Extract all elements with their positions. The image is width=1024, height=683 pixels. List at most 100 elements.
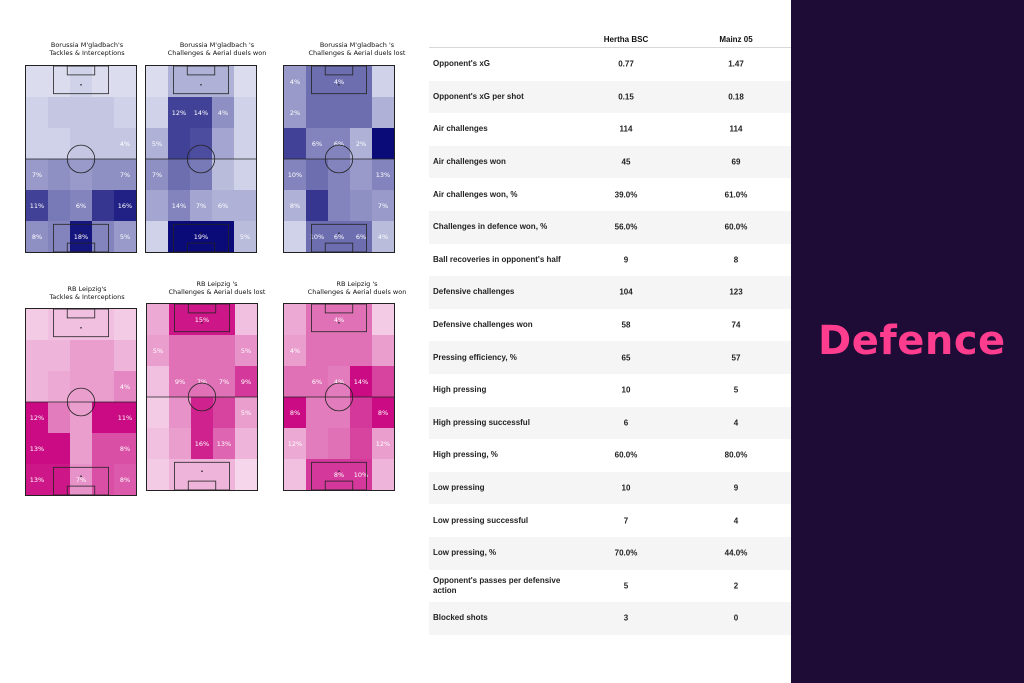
heatmap-cell: [92, 221, 114, 252]
heatmap-cell: [146, 190, 168, 221]
heatmap-cell: [48, 402, 70, 433]
table-row: Air challenges won, % 39.0% 61.0%: [429, 178, 791, 211]
heatmap-cell: 6%: [328, 221, 350, 252]
pitch-heatmap: 15% 5% 5% 9% 7% 7% 9% 5% 16% 13%: [146, 303, 258, 491]
heatmap-cell: [372, 128, 394, 159]
heatmap-cell: [234, 159, 256, 190]
mainz-value: 57: [731, 353, 741, 363]
table-row: Low pressing successful 7 4: [429, 504, 791, 537]
table-row: Defensive challenges won 58 74: [429, 309, 791, 342]
pitch-heatmap: 4% 7% 7% 11% 6% 16% 8% 18% 5%: [25, 65, 137, 253]
heatmap-cell: 10%: [284, 159, 306, 190]
heatmap-cell: [169, 335, 191, 366]
mainz-value: 0: [733, 613, 739, 623]
heatmap-title: Borussia M'gladbach 's Challenges & Aeria…: [142, 41, 292, 57]
heatmap-title: Borussia M'gladbach 's Challenges & Aeria…: [282, 41, 432, 57]
stat-label: Blocked shots: [433, 613, 488, 623]
heatmap-cell: [48, 221, 70, 252]
stat-label: Opponent's passes per defensive action: [433, 575, 561, 595]
defence-stats-table: Hertha BSC Mainz 05 Opponent's xG 0.77 1.4…: [429, 30, 791, 635]
table-row: Defensive challenges 104 123: [429, 276, 791, 309]
heatmap-cell: [168, 66, 190, 97]
pitch-heatmap: 4% 12% 11% 13% 8% 13% 7% 8%: [25, 308, 137, 496]
stat-label: Low pressing, %: [433, 548, 497, 558]
heatmap-cell: [234, 97, 256, 128]
heatmap-cell: [70, 371, 92, 402]
heatmap-subtitle-line: Challenges & Aerial duels won: [167, 48, 267, 57]
hertha-value: 70.0%: [614, 548, 638, 558]
heatmap-cell: 6%: [306, 366, 328, 397]
heatmap-cell: [213, 304, 235, 335]
heatmap-grid: 4% 4% 2% 6% 6% 2% 10% 13% 8% 7% 10% 6% 6% 4%: [284, 66, 394, 252]
table-row: Air challenges 114 114: [429, 113, 791, 146]
heatmap-cell: 8%: [114, 433, 136, 464]
heatmap-cell: [212, 159, 234, 190]
heatmap-cell: 7%: [26, 159, 48, 190]
heatmap-cell: [26, 66, 48, 97]
heatmap-cell: 7%: [190, 190, 212, 221]
hertha-value: 65: [621, 353, 631, 363]
stat-label: Low pressing successful: [433, 515, 529, 525]
table-row: Air challenges won 45 69: [429, 145, 791, 179]
heatmap-cell: [350, 97, 372, 128]
heatmap-cell: [48, 371, 70, 402]
heatmap-cell: [328, 97, 350, 128]
heatmap-cell: 6%: [306, 128, 328, 159]
heatmap-cell: [26, 128, 48, 159]
heatmap-cell: 12%: [26, 402, 48, 433]
heatmap-cell: [48, 464, 70, 495]
heatmap-cell: [284, 304, 306, 335]
heatmap-cell: 7%: [191, 366, 213, 397]
heatmap-cell: [190, 159, 212, 190]
heatmap-cell: [147, 459, 169, 490]
table-row: Blocked shots 3 0: [429, 602, 791, 635]
heatmap-cell: [213, 459, 235, 490]
mainz-value: 61.0%: [724, 190, 748, 200]
mainz-value: 60.0%: [724, 222, 748, 232]
heatmap-cell: 12%: [372, 428, 394, 459]
heatmap-cell: [147, 397, 169, 428]
hertha-value: 7: [623, 516, 629, 526]
heatmap-cell: [168, 128, 190, 159]
heatmap-cell: 5%: [234, 221, 256, 252]
heatmap-cell: 8%: [284, 190, 306, 221]
heatmap-cell: 10%: [350, 459, 372, 490]
heatmap-cell: 16%: [191, 428, 213, 459]
heatmap-grid: 4% 12% 11% 13% 8% 13% 7% 8%: [26, 309, 136, 495]
heatmap-cell: [234, 128, 256, 159]
heatmap-cell: [212, 128, 234, 159]
heatmap-cell: [306, 97, 328, 128]
column-hertha: Hertha BSC: [603, 35, 649, 44]
heatmap-cell: 9%: [169, 366, 191, 397]
stat-label: Air challenges won: [433, 157, 506, 167]
stat-label: Ball recoveries in opponent's half: [433, 254, 561, 264]
heatmap-cell: 8%: [372, 397, 394, 428]
stat-label: High pressing: [433, 385, 487, 395]
heatmap-cell: 13%: [372, 159, 394, 190]
heatmap-cell: [92, 66, 114, 97]
heatmap-cell: [372, 366, 394, 397]
heatmap-cell: 4%: [372, 221, 394, 252]
heatmap-cell: [235, 459, 257, 490]
mainz-value: 80.0%: [724, 450, 748, 460]
mainz-value: 8: [733, 255, 739, 265]
heatmap-subtitle-line: Challenges & Aerial duels lost: [168, 287, 266, 296]
hertha-value: 114: [619, 124, 633, 134]
heatmap-cell: 5%: [235, 335, 257, 366]
heatmap-grid: 4% 7% 7% 11% 6% 16% 8% 18% 5%: [26, 66, 136, 252]
side-panel: [791, 0, 1024, 683]
table-row: Pressing efficiency, % 65 57: [429, 341, 791, 374]
heatmap-cell: [190, 128, 212, 159]
heatmap-cell: [169, 428, 191, 459]
heatmap-title: RB Leipzig's Tackles & Interceptions: [12, 285, 162, 301]
hertha-value: 0.77: [618, 59, 634, 69]
stat-label: High pressing, %: [433, 450, 498, 460]
heatmap-cell: [48, 190, 70, 221]
heatmap-title-line: RB Leipzig's: [67, 285, 107, 293]
heatmap-cell: 19%: [190, 221, 212, 252]
mainz-value: 4: [733, 516, 739, 526]
heatmap-cell: [70, 340, 92, 371]
table-row: Challenges in defence won, % 56.0% 60.0%: [429, 210, 791, 244]
heatmap-title-line: RB Leipzig 's: [196, 280, 238, 288]
hertha-value: 3: [623, 613, 629, 623]
